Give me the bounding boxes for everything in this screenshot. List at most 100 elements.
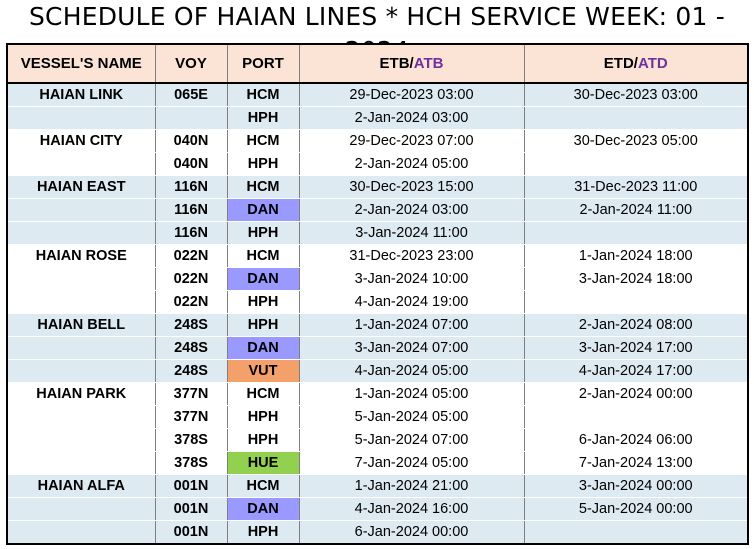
vessel-name-cell <box>6 336 156 360</box>
etb-cell: 5-Jan-2024 05:00 <box>298 405 525 429</box>
vessel-name-cell: HAIAN PARK <box>6 382 156 406</box>
voyage-cell: 116N <box>154 175 228 199</box>
vessel-name-cell: HAIAN ALFA <box>6 474 156 498</box>
voyage-cell: 248S <box>154 313 228 337</box>
etb-cell: 2-Jan-2024 05:00 <box>298 152 525 176</box>
table-row: HAIAN ROSE 022N HCM 31-Dec-2023 23:00 1-Jan-… <box>6 244 749 268</box>
voyage-cell: 001N <box>154 474 228 498</box>
etd-cell: 6-Jan-2024 06:00 <box>523 428 749 452</box>
vessel-name-cell <box>6 451 156 475</box>
vessel-name-cell <box>6 290 156 314</box>
voyage-cell: 377N <box>154 405 228 429</box>
vessel-name-cell <box>6 221 156 245</box>
etd-cell: 30-Dec-2023 03:00 <box>523 82 749 107</box>
etd-cell: 3-Jan-2024 17:00 <box>523 336 749 360</box>
table-row: 378S HUE 7-Jan-2024 05:00 7-Jan-2024 13:00 <box>6 451 749 475</box>
voyage-cell: 116N <box>154 221 228 245</box>
voyage-cell: 378S <box>154 428 228 452</box>
voyage-cell <box>154 106 228 130</box>
table-row: 377N HPH 5-Jan-2024 05:00 <box>6 405 749 429</box>
vessel-name-cell: HAIAN EAST <box>6 175 156 199</box>
voyage-cell: 001N <box>154 497 228 521</box>
voyage-cell: 022N <box>154 267 228 291</box>
etd-cell: 31-Dec-2023 11:00 <box>523 175 749 199</box>
etb-cell: 1-Jan-2024 21:00 <box>298 474 525 498</box>
port-cell: HUE <box>226 451 300 475</box>
etd-cell <box>523 221 749 245</box>
header-etb-label: ETB/ <box>379 55 414 72</box>
header-atb-label: ATB <box>413 55 444 72</box>
etd-cell: 4-Jan-2024 17:00 <box>523 359 749 383</box>
port-cell: DAN <box>226 267 300 291</box>
header-vessel: VESSEL'S NAME <box>6 43 156 84</box>
etb-cell: 2-Jan-2024 03:00 <box>298 198 525 222</box>
voyage-cell: 040N <box>154 152 228 176</box>
voyage-cell: 001N <box>154 520 228 545</box>
etd-cell: 2-Jan-2024 11:00 <box>523 198 749 222</box>
header-atd-label: ATD <box>637 55 668 72</box>
etb-cell: 1-Jan-2024 07:00 <box>298 313 525 337</box>
etd-cell <box>523 290 749 314</box>
header-etd: ETD/ATD <box>523 43 749 84</box>
table-row: HAIAN BELL 248S HPH 1-Jan-2024 07:00 2-Jan-2… <box>6 313 749 337</box>
table-row: HAIAN CITY 040N HCM 29-Dec-2023 07:00 30-Dec… <box>6 129 749 153</box>
port-cell: HCM <box>226 82 300 107</box>
vessel-name-cell <box>6 106 156 130</box>
port-cell: HCM <box>226 244 300 268</box>
port-cell: DAN <box>226 497 300 521</box>
etb-cell: 4-Jan-2024 05:00 <box>298 359 525 383</box>
page-title: SCHEDULE OF HAIAN LINES * HCH SERVICE WE… <box>28 2 726 65</box>
etd-cell: 2-Jan-2024 08:00 <box>523 313 749 337</box>
port-cell: DAN <box>226 336 300 360</box>
table-row: HAIAN LINK 065E HCM 29-Dec-2023 03:00 30-Dec… <box>6 82 749 107</box>
schedule-table: VESSEL'S NAME VOY PORT ETB/ATB ETD/ATD H… <box>6 43 749 545</box>
vessel-name-cell: HAIAN CITY <box>6 129 156 153</box>
table-row: 248S VUT 4-Jan-2024 05:00 4-Jan-2024 17:00 <box>6 359 749 383</box>
etd-cell <box>523 405 749 429</box>
port-cell: HPH <box>226 520 300 545</box>
port-cell: HCM <box>226 474 300 498</box>
vessel-name-cell <box>6 520 156 545</box>
etb-cell: 4-Jan-2024 19:00 <box>298 290 525 314</box>
voyage-cell: 248S <box>154 336 228 360</box>
etd-cell: 7-Jan-2024 13:00 <box>523 451 749 475</box>
etb-cell: 6-Jan-2024 00:00 <box>298 520 525 545</box>
port-cell: HPH <box>226 313 300 337</box>
port-cell: HPH <box>226 221 300 245</box>
table-row: 022N HPH 4-Jan-2024 19:00 <box>6 290 749 314</box>
vessel-name-cell: HAIAN ROSE <box>6 244 156 268</box>
vessel-name-cell <box>6 359 156 383</box>
etb-cell: 31-Dec-2023 23:00 <box>298 244 525 268</box>
etd-cell <box>523 520 749 545</box>
table-row: 001N DAN 4-Jan-2024 16:00 5-Jan-2024 00:00 <box>6 497 749 521</box>
etb-cell: 5-Jan-2024 07:00 <box>298 428 525 452</box>
port-cell: DAN <box>226 198 300 222</box>
vessel-name-cell <box>6 198 156 222</box>
port-cell: HCM <box>226 129 300 153</box>
port-cell: HCM <box>226 175 300 199</box>
etd-cell: 1-Jan-2024 18:00 <box>523 244 749 268</box>
table-row: HAIAN EAST 116N HCM 30-Dec-2023 15:00 31-Dec… <box>6 175 749 199</box>
etd-cell: 3-Jan-2024 18:00 <box>523 267 749 291</box>
etb-cell: 4-Jan-2024 16:00 <box>298 497 525 521</box>
vessel-name-cell <box>6 152 156 176</box>
table-row: 022N DAN 3-Jan-2024 10:00 3-Jan-2024 18:00 <box>6 267 749 291</box>
etb-cell: 3-Jan-2024 07:00 <box>298 336 525 360</box>
voyage-cell: 040N <box>154 129 228 153</box>
vessel-name-cell <box>6 267 156 291</box>
etd-cell: 2-Jan-2024 00:00 <box>523 382 749 406</box>
etd-cell <box>523 106 749 130</box>
etb-cell: 2-Jan-2024 03:00 <box>298 106 525 130</box>
header-etd-label: ETD/ <box>603 55 638 72</box>
port-cell: HCM <box>226 382 300 406</box>
header-port: PORT <box>226 43 300 84</box>
table-row: 248S DAN 3-Jan-2024 07:00 3-Jan-2024 17:00 <box>6 336 749 360</box>
etd-cell: 5-Jan-2024 00:00 <box>523 497 749 521</box>
etb-cell: 1-Jan-2024 05:00 <box>298 382 525 406</box>
voyage-cell: 065E <box>154 82 228 107</box>
voyage-cell: 377N <box>154 382 228 406</box>
etd-cell <box>523 152 749 176</box>
table-row: 116N HPH 3-Jan-2024 11:00 <box>6 221 749 245</box>
table-row: HAIAN ALFA 001N HCM 1-Jan-2024 21:00 3-Jan-2… <box>6 474 749 498</box>
voyage-cell: 378S <box>154 451 228 475</box>
